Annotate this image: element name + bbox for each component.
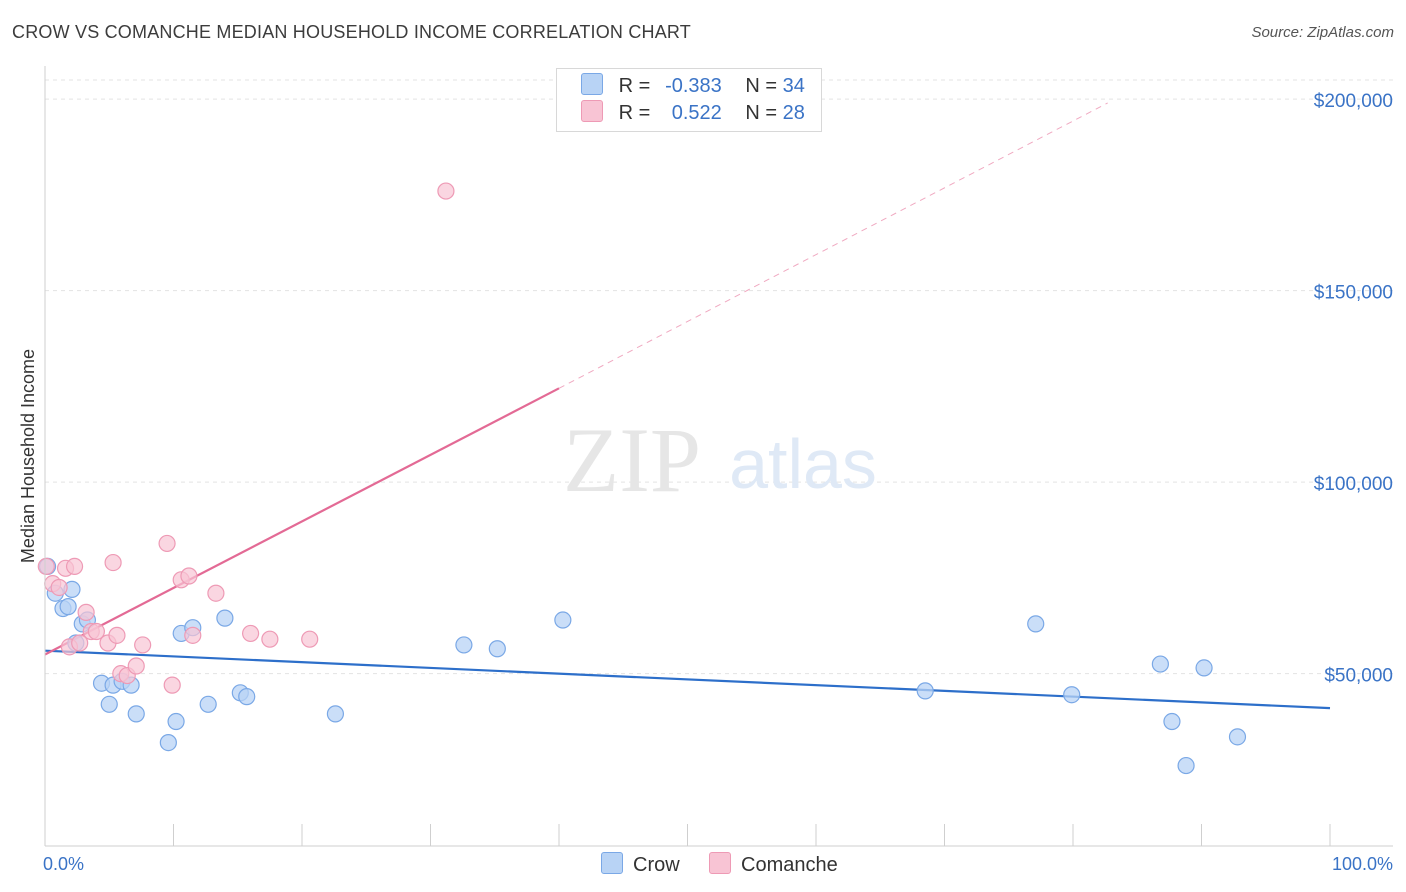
comanche-point bbox=[50, 578, 68, 597]
watermark-atlas: atlas bbox=[729, 425, 877, 503]
comanche-r-value: 0.522 bbox=[671, 102, 722, 124]
point-layer bbox=[37, 182, 1247, 775]
watermark-zip: ZIP bbox=[563, 409, 701, 511]
crow-r-value: -0.383 bbox=[665, 75, 722, 97]
legend-row-comanche: R = 0.522 N = 28 bbox=[581, 100, 805, 126]
x-tick-label-start: 0.0% bbox=[43, 854, 84, 874]
comanche-point bbox=[301, 630, 319, 648]
comanche-point bbox=[261, 630, 279, 648]
y-tick-label: $50,000 bbox=[1324, 666, 1393, 687]
comanche-point bbox=[108, 626, 126, 644]
y-tick-label: $200,000 bbox=[1314, 91, 1393, 112]
comanche-point bbox=[71, 634, 89, 652]
comanche-point bbox=[163, 676, 181, 694]
comanche-point bbox=[104, 553, 122, 572]
comanche-n-label: N = bbox=[745, 102, 778, 124]
chart-title: CROW VS COMANCHE MEDIAN HOUSEHOLD INCOME… bbox=[12, 22, 691, 42]
comanche-trend-line bbox=[44, 387, 560, 656]
comanche-point bbox=[180, 567, 198, 585]
comanche-point bbox=[134, 636, 152, 654]
y-axis-label: Median Household Income bbox=[18, 349, 38, 563]
comanche-point bbox=[184, 626, 202, 644]
crow-point bbox=[455, 636, 473, 654]
source-label: Source: ZipAtlas.com bbox=[1251, 24, 1394, 41]
crow-legend-label: Crow bbox=[633, 854, 680, 876]
comanche-swatch bbox=[581, 100, 603, 122]
comanche-r-label: R = bbox=[618, 102, 651, 124]
y-tick-label: $150,000 bbox=[1314, 283, 1393, 304]
x-tick-label-end: 100.0% bbox=[1332, 854, 1393, 874]
crow-legend-swatch bbox=[601, 852, 623, 874]
axis-layer: $50,000 $100,000 $150,000 $200,000 0.0% 100.0… bbox=[43, 66, 1393, 874]
correlation-legend: R = -0.383 N = 34 R = 0.522 N = 28 bbox=[556, 68, 822, 132]
crow-point bbox=[127, 705, 145, 723]
comanche-point bbox=[158, 534, 176, 553]
crow-point bbox=[916, 682, 934, 700]
crow-point bbox=[199, 695, 217, 713]
y-tick-label: $100,000 bbox=[1314, 474, 1393, 495]
crow-point bbox=[488, 640, 506, 658]
grid-layer bbox=[45, 79, 1393, 675]
comanche-point bbox=[37, 557, 55, 576]
crow-point bbox=[1151, 655, 1169, 673]
bottom-legend-comanche: Comanche bbox=[709, 852, 838, 877]
crow-point bbox=[326, 705, 345, 723]
crow-n-label: N = bbox=[745, 75, 778, 97]
comanche-point bbox=[207, 584, 225, 602]
bottom-legend-crow: Crow bbox=[601, 852, 680, 877]
crow-point bbox=[554, 611, 572, 629]
comanche-legend-label: Comanche bbox=[741, 854, 838, 876]
crow-point bbox=[100, 695, 118, 713]
crow-point bbox=[1027, 615, 1045, 633]
comanche-point bbox=[127, 657, 145, 675]
crow-n-value: 34 bbox=[782, 75, 805, 97]
comanche-n-value: 28 bbox=[782, 102, 805, 124]
crow-point bbox=[159, 733, 177, 752]
comanche-point bbox=[437, 182, 455, 200]
crow-point bbox=[1195, 659, 1213, 677]
comanche-trend-extension bbox=[558, 102, 1108, 389]
comanche-point bbox=[242, 624, 260, 643]
crow-trend-line bbox=[44, 649, 1331, 710]
comanche-legend-swatch bbox=[709, 852, 731, 874]
crow-point bbox=[238, 688, 256, 706]
crow-point bbox=[1177, 756, 1195, 775]
crow-point bbox=[216, 609, 234, 627]
crow-swatch bbox=[581, 73, 603, 95]
comanche-point bbox=[87, 622, 106, 641]
trend-layer bbox=[44, 102, 1331, 710]
legend-row-crow: R = -0.383 N = 34 bbox=[581, 73, 805, 99]
crow-r-label: R = bbox=[618, 75, 651, 97]
crow-point bbox=[1228, 728, 1247, 746]
crow-point bbox=[59, 598, 77, 616]
crow-point bbox=[1063, 686, 1081, 704]
crow-point bbox=[167, 712, 185, 731]
comanche-point bbox=[77, 603, 95, 621]
crow-point bbox=[1163, 712, 1181, 731]
comanche-point bbox=[65, 557, 84, 576]
